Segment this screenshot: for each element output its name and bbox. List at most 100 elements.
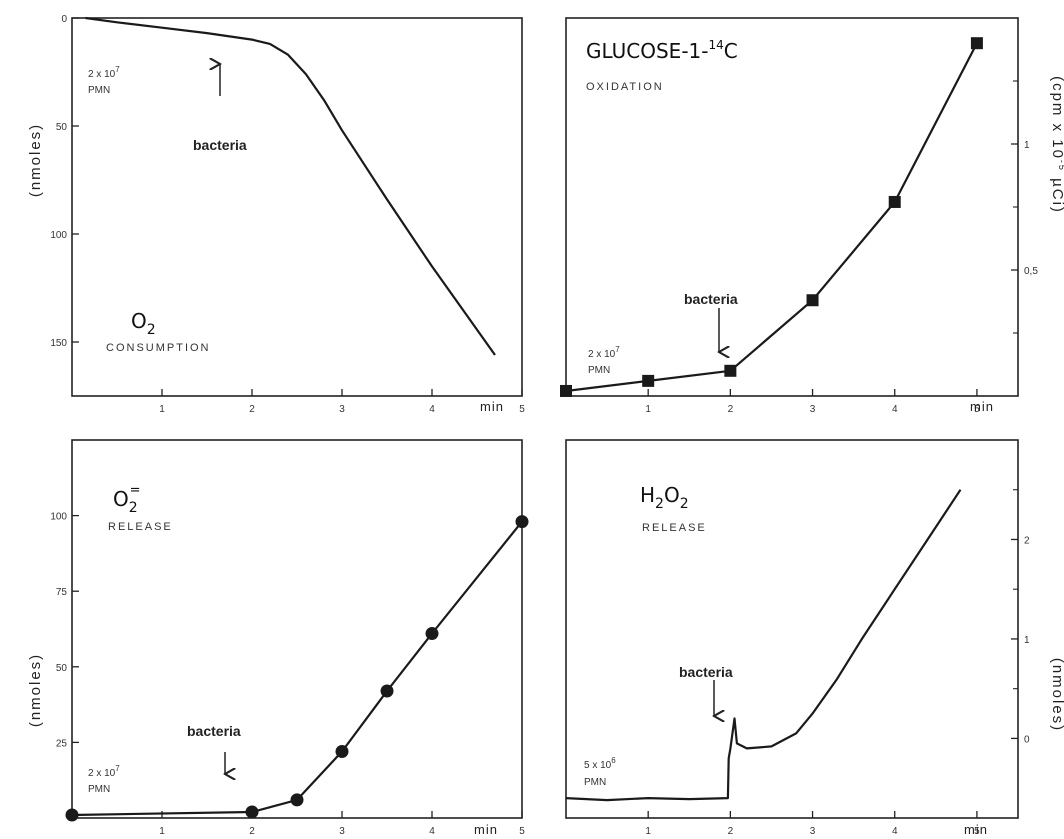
y-tick-label: 0 (1024, 734, 1030, 745)
y-tick-label: 50 (56, 663, 68, 674)
series-line (565, 489, 962, 802)
x-tick-label: 1 (159, 404, 165, 415)
plot-frame (71, 439, 523, 819)
panel-o2-consumption: 1 2 3 4 5 0 50 100 150 O2 CONSUMPTION 2 x 107 P… (27, 14, 525, 415)
x-tick-label: 2 (249, 826, 255, 837)
y-ticks: 25 50 75 100 (50, 512, 79, 749)
x-tick-label: 5 (519, 826, 525, 837)
subtitle: RELEASE (642, 522, 707, 534)
data-point (888, 195, 901, 208)
x-tick-label: 3 (339, 404, 345, 415)
data-point (515, 515, 529, 529)
cells-label: 2 x 107 (88, 764, 120, 779)
series (560, 37, 983, 397)
data-point (642, 374, 655, 387)
series-line (565, 42, 978, 393)
x-ticks: 1 2 3 4 5 (159, 389, 525, 415)
y-axis-label: (nmoles) (27, 653, 44, 727)
subtitle: OXIDATION (586, 81, 664, 93)
bacteria-label: bacteria (193, 137, 247, 153)
y-ticks: 0 50 100 150 (50, 14, 79, 349)
data-point (335, 744, 349, 758)
x-ticks: 1 2 3 4 5 (645, 811, 980, 837)
title: O2= (113, 483, 141, 516)
y-tick-label: 150 (50, 338, 67, 349)
data-point (724, 364, 737, 377)
x-unit: min (964, 822, 988, 837)
panel-h2o2-release: 1 2 3 4 5 0 1 2 H2O2 RELEASE 5 x 106 PMN min (… (565, 439, 1064, 837)
cells-unit: PMN (88, 784, 110, 795)
data-point (290, 793, 304, 807)
cells-label: 2 x 107 (88, 65, 120, 80)
bacteria-label: bacteria (187, 723, 241, 739)
x-tick-label: 4 (429, 404, 435, 415)
series (85, 16, 496, 356)
series-line (85, 16, 496, 356)
cells-unit: PMN (88, 85, 110, 96)
x-tick-label: 5 (519, 404, 525, 415)
y-tick-label: 1 (1024, 635, 1030, 646)
plot-frame (565, 17, 1019, 397)
data-point (970, 37, 983, 50)
y-tick-label: 1 (1024, 140, 1030, 151)
title: GLUCOSE-1-14C (586, 38, 738, 63)
x-tick-label: 3 (339, 826, 345, 837)
data-point (380, 684, 394, 698)
x-tick-label: 5 (974, 404, 980, 415)
data-point (65, 808, 79, 822)
title: O2 (131, 309, 156, 338)
plot-frame (565, 439, 1019, 819)
y-tick-label: 75 (56, 587, 68, 598)
y-axis-label: (nmoles) (1049, 658, 1064, 732)
x-tick-label: 1 (645, 404, 651, 415)
y-tick-label: 100 (50, 512, 67, 523)
series (565, 489, 962, 802)
y-ticks: 0 1 2 (1011, 489, 1030, 745)
bacteria-annotation: bacteria (679, 664, 733, 716)
bacteria-annotation: bacteria (684, 291, 738, 352)
x-tick-label: 1 (159, 826, 165, 837)
bacteria-label: bacteria (679, 664, 733, 680)
x-unit: min (474, 822, 498, 837)
x-ticks: 1 2 3 4 5 (159, 811, 525, 837)
cells-label: 2 x 107 (588, 345, 620, 360)
x-tick-label: 5 (974, 826, 980, 837)
title: H2O2 (640, 483, 689, 512)
cells-label: 5 x 106 (584, 756, 616, 771)
bacteria-annotation: bacteria (193, 64, 247, 153)
x-tick-label: 1 (645, 826, 651, 837)
y-axis-label: (nmoles) (27, 123, 44, 197)
series (65, 515, 529, 822)
data-point (245, 805, 259, 819)
x-tick-label: 3 (810, 404, 816, 415)
x-tick-label: 2 (728, 826, 734, 837)
y-tick-label: 2 (1024, 535, 1030, 546)
data-point (425, 627, 439, 641)
y-axis-label: (cpm x 10-5 µCi) (1049, 76, 1064, 214)
x-tick-label: 2 (249, 404, 255, 415)
bacteria-annotation: bacteria (187, 723, 241, 774)
x-tick-label: 4 (892, 404, 898, 415)
data-point (560, 384, 572, 397)
x-tick-label: 2 (728, 404, 734, 415)
x-tick-label: 4 (892, 826, 898, 837)
x-tick-label: 3 (810, 826, 816, 837)
subtitle: RELEASE (108, 521, 173, 533)
data-point (806, 294, 819, 307)
y-ticks: 0,51 (1011, 80, 1038, 334)
x-unit: min (970, 399, 994, 414)
y-tick-label: 25 (56, 738, 68, 749)
x-tick-label: 4 (429, 826, 435, 837)
series-line (71, 520, 523, 817)
y-tick-label: 50 (56, 122, 68, 133)
cells-unit: PMN (588, 365, 610, 376)
x-unit: min (480, 399, 504, 414)
bacteria-label: bacteria (684, 291, 738, 307)
plot-frame (71, 17, 523, 397)
y-tick-label: 0 (61, 14, 67, 25)
y-tick-label: 0,5 (1024, 266, 1038, 277)
y-tick-label: 100 (50, 230, 67, 241)
